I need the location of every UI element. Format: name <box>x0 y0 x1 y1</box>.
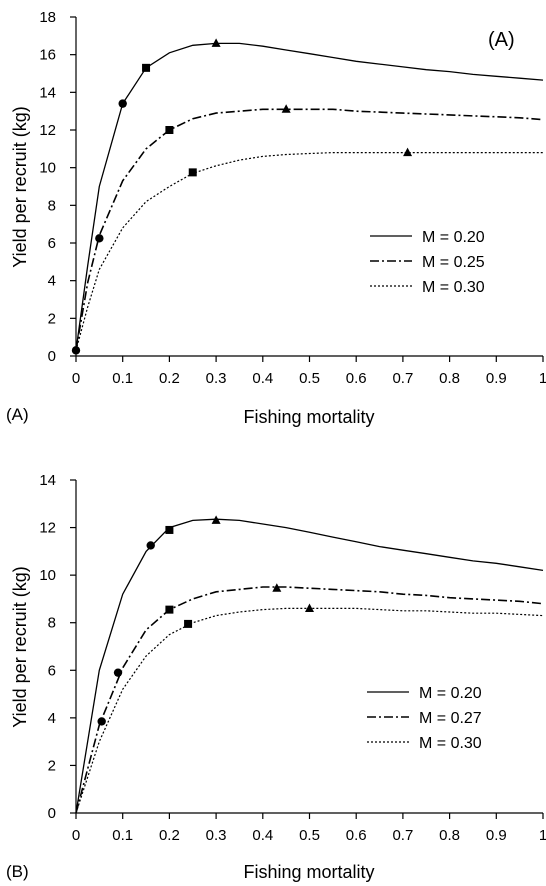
panel-b-markers <box>97 515 314 726</box>
x-tick-label: 0.4 <box>252 370 273 387</box>
x-tick-label: 0.1 <box>112 827 133 844</box>
panel-b-x-ticks: 0 0.1 0.2 0.3 0.4 0.5 0.6 0.7 0.8 0.9 1 <box>72 813 546 844</box>
panel-a-y-axis-title: Yield per recruit (kg) <box>10 106 30 267</box>
y-tick-label: 0 <box>48 805 56 822</box>
panel-a-inset-label: (A) <box>488 29 515 51</box>
triangle-marker <box>281 104 291 113</box>
y-tick-label: 10 <box>39 160 56 177</box>
y-tick-label: 8 <box>48 615 56 632</box>
x-tick-label: 1 <box>539 370 546 387</box>
square-marker <box>165 605 174 614</box>
panel-b-series <box>75 518 544 814</box>
x-tick-label: 0.8 <box>439 370 460 387</box>
panel-a-legend: M = 0.20 M = 0.25 M = 0.30 <box>370 229 485 296</box>
legend-label: M = 0.27 <box>419 710 482 727</box>
panel-a: 0 2 4 6 8 10 12 14 16 18 0 0.1 0.2 0.3 0.4 0.5 0.6 0.7 0.… <box>6 9 546 427</box>
y-tick-label: 14 <box>39 84 56 101</box>
panel-a-series <box>75 42 544 351</box>
circle-marker <box>95 234 104 243</box>
panel-a-y-ticks: 0 2 4 6 8 10 12 14 16 18 <box>39 9 76 365</box>
circle-marker <box>71 346 81 355</box>
legend-label: M = 0.20 <box>422 229 485 246</box>
x-tick-label: 0.9 <box>486 827 507 844</box>
legend-label: M = 0.30 <box>422 279 485 296</box>
x-tick-label: 0.1 <box>112 370 133 387</box>
y-tick-label: 4 <box>48 710 56 727</box>
x-tick-label: 0 <box>72 827 80 844</box>
series-line-2 <box>75 108 544 351</box>
panel-b: 0 2 4 6 8 10 12 14 0 0.1 0.2 0.3 0.4 0.5 0.6 0.7 0.8 0.9… <box>6 472 546 882</box>
circle-marker <box>97 717 106 726</box>
y-tick-label: 2 <box>48 310 56 327</box>
panel-b-x-axis-title: Fishing mortality <box>243 862 374 882</box>
y-tick-label: 2 <box>48 757 56 774</box>
x-tick-label: 0 <box>72 370 80 387</box>
y-tick-label: 18 <box>39 9 56 26</box>
triangle-marker <box>211 515 221 524</box>
x-tick-label: 0.2 <box>159 827 180 844</box>
legend-label: M = 0.20 <box>419 685 482 702</box>
x-tick-label: 0.3 <box>206 827 227 844</box>
circle-marker <box>113 668 123 677</box>
x-tick-label: 0.7 <box>392 827 413 844</box>
x-tick-label: 1 <box>539 827 546 844</box>
x-tick-label: 0.4 <box>252 827 273 844</box>
x-tick-label: 0.2 <box>159 370 180 387</box>
y-tick-label: 8 <box>48 197 56 214</box>
y-tick-label: 12 <box>39 122 56 139</box>
legend-label: M = 0.25 <box>422 254 485 271</box>
panel-b-legend: M = 0.20 M = 0.27 M = 0.30 <box>367 685 482 752</box>
y-tick-label: 12 <box>39 520 56 537</box>
y-tick-label: 0 <box>48 348 56 365</box>
x-tick-label: 0.9 <box>486 370 507 387</box>
panel-a-x-ticks: 0 0.1 0.2 0.3 0.4 0.5 0.6 0.7 0.8 0.9 1 <box>72 356 546 387</box>
panel-a-x-axis-title: Fishing mortality <box>243 407 374 427</box>
x-tick-label: 0.3 <box>206 370 227 387</box>
y-tick-label: 4 <box>48 273 56 290</box>
y-tick-label: 6 <box>48 235 56 252</box>
series-line-1 <box>75 518 544 814</box>
triangle-marker <box>211 38 221 47</box>
x-tick-label: 0.5 <box>299 827 320 844</box>
circle-marker <box>146 541 155 550</box>
panel-b-y-ticks: 0 2 4 6 8 10 12 14 <box>39 472 76 822</box>
square-marker <box>188 168 197 177</box>
y-tick-label: 16 <box>39 47 56 64</box>
square-marker <box>165 525 174 534</box>
triangle-marker <box>305 603 314 612</box>
y-tick-label: 10 <box>39 567 56 584</box>
triangle-marker <box>272 583 282 592</box>
circle-marker <box>118 99 127 108</box>
x-tick-label: 0.5 <box>299 370 320 387</box>
x-tick-label: 0.7 <box>392 370 413 387</box>
panel-b-label: (B) <box>6 862 29 881</box>
y-tick-label: 6 <box>48 662 56 679</box>
x-tick-label: 0.8 <box>439 827 460 844</box>
square-marker <box>184 619 193 628</box>
triangle-marker <box>403 147 413 157</box>
x-tick-label: 0.6 <box>346 370 367 387</box>
series-line-2 <box>75 586 544 814</box>
y-tick-label: 14 <box>39 472 56 489</box>
series-line-3 <box>75 152 543 351</box>
series-line-1 <box>75 42 544 351</box>
x-tick-label: 0.6 <box>346 827 367 844</box>
square-marker <box>142 63 151 72</box>
legend-label: M = 0.30 <box>419 735 482 752</box>
square-marker <box>165 126 174 134</box>
panel-b-y-axis-title: Yield per recruit (kg) <box>10 566 30 727</box>
panel-a-label: (A) <box>6 405 29 424</box>
panel-a-markers <box>71 38 413 355</box>
